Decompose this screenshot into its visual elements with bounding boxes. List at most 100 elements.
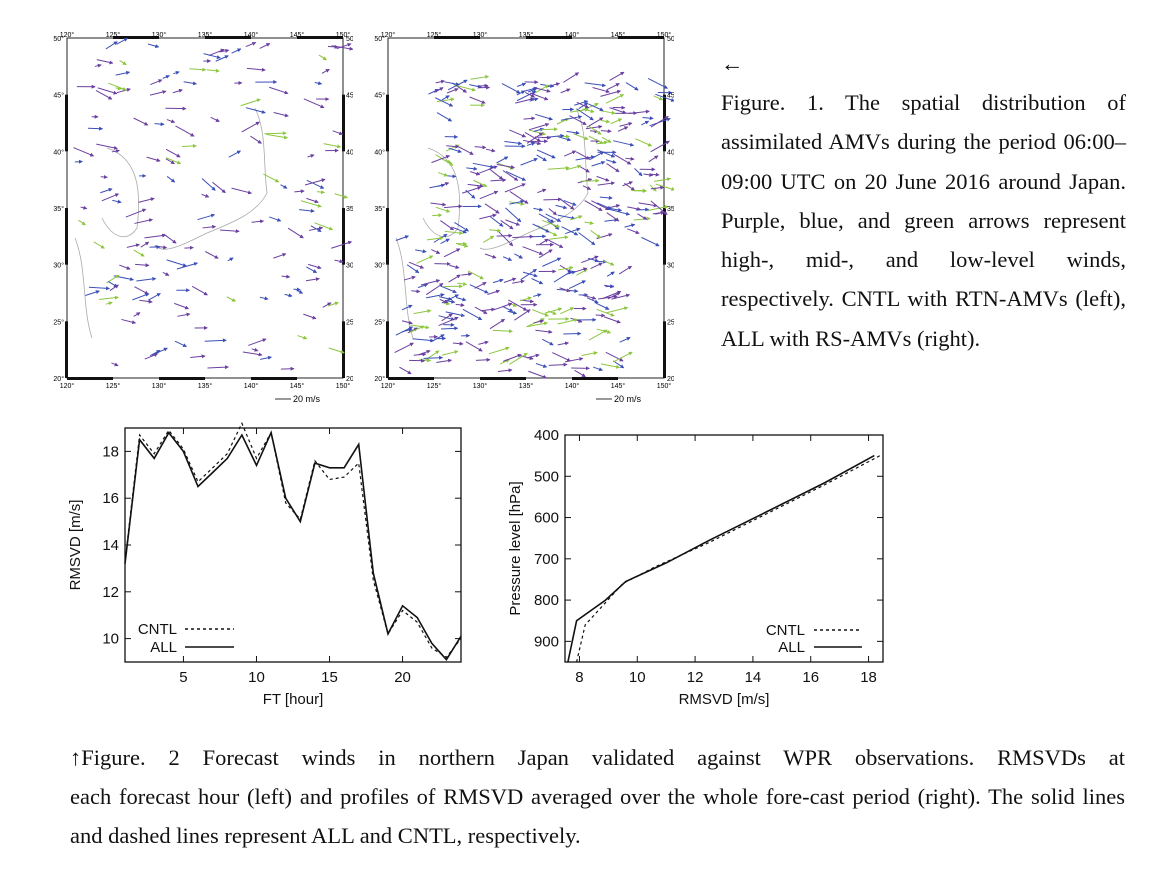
wind-arrow-high [242, 351, 263, 357]
wind-arrow-high [598, 294, 618, 300]
wind-arrow-high [251, 347, 259, 352]
wind-arrow-high [111, 362, 119, 367]
map-border-bar [65, 94, 68, 152]
wind-arrow-high [627, 228, 640, 235]
wind-arrow-high [533, 319, 545, 324]
map-border-bar [480, 377, 526, 380]
wind-arrow-mid [541, 338, 554, 346]
wind-arrow-mid [502, 256, 513, 261]
wind-arrow-mid [635, 207, 650, 212]
wind-arrow-low [590, 229, 602, 239]
wind-arrow-low [435, 154, 454, 166]
wind-arrow-high [580, 166, 590, 173]
wind-arrow-mid [417, 283, 429, 289]
map-left-figure: 120° 120° 125° 125° 130° 130° 135° 135° 140° 140°… [53, 31, 356, 404]
wind-arrow-high [436, 358, 453, 363]
wind-arrow-low [542, 219, 561, 228]
y-axis-label: Pressure level [hPa] [507, 481, 524, 615]
lon-tick-top: 145° [611, 31, 626, 39]
wind-arrow-low [108, 82, 127, 91]
wind-arrow-high [605, 351, 624, 362]
wind-arrow-mid [557, 214, 576, 220]
wind-arrow-high [537, 188, 547, 194]
lon-tick-top: 150° [657, 31, 672, 39]
wind-arrow-high [121, 318, 137, 325]
wind-arrow-mid [595, 302, 610, 310]
wind-arrow-low [596, 308, 615, 317]
wind-arrow-low [457, 281, 468, 286]
wind-arrow-high [190, 354, 206, 359]
wind-arrow-mid [299, 208, 315, 213]
wind-arrow-low [492, 329, 513, 334]
wind-arrow-low [635, 138, 653, 147]
lat-tick-right: 45° [667, 92, 674, 100]
wind-arrow-mid [566, 130, 580, 135]
wind-arrow-high [146, 156, 161, 162]
series-line-all [567, 454, 875, 663]
wind-arrow-mid [575, 155, 596, 161]
wind-arrow-mid [535, 113, 553, 121]
wind-arrow-mid [174, 340, 187, 348]
wind-arrow-low [535, 84, 549, 94]
wind-arrow-high [648, 155, 659, 163]
wind-arrow-low [509, 352, 528, 365]
wind-arrow-high [305, 277, 320, 282]
wind-arrow-high [144, 233, 167, 239]
lat-tick-left: 35° [53, 205, 64, 213]
wind-arrow-high [430, 202, 447, 207]
wind-arrow-high [497, 368, 513, 373]
wind-arrow-low [438, 172, 449, 177]
lon-tick-top: 150° [336, 31, 351, 39]
wind-arrow-mid [448, 147, 462, 153]
wind-arrow-mid [440, 238, 450, 244]
wind-arrow-high [231, 187, 253, 195]
wind-arrow-low [115, 86, 122, 91]
lat-tick-left: 50° [53, 35, 64, 43]
wind-arrow-low [323, 143, 342, 149]
wind-arrow-high [479, 190, 499, 200]
wind-arrow-high [490, 178, 507, 183]
wind-arrow-low [470, 74, 490, 80]
wind-arrow-high [166, 119, 176, 124]
lat-tick-right: 35° [667, 205, 674, 213]
wind-arrow-mid [555, 204, 568, 210]
wind-arrow-high [487, 289, 501, 295]
wind-arrow-high [574, 267, 588, 273]
wind-arrow-high [184, 245, 194, 250]
wind-arrow-high [522, 246, 544, 255]
wind-arrow-high [208, 48, 225, 57]
lat-tick-left: 25° [374, 318, 385, 326]
wind-arrow-high [97, 87, 118, 95]
lat-tick-right: 25° [667, 318, 674, 326]
wind-arrow-low [240, 98, 261, 107]
wind-arrow-low [189, 67, 207, 72]
wind-arrow-high [508, 299, 528, 311]
wind-arrow-mid [492, 278, 504, 284]
lat-tick-right: 50° [667, 35, 674, 43]
lat-tick-right: 50° [346, 35, 353, 43]
wind-arrow-low [500, 359, 510, 365]
wind-arrow-low [482, 235, 495, 243]
wind-arrow-high [165, 148, 181, 158]
map-border-bar [205, 36, 251, 39]
wind-arrow-high [207, 365, 229, 370]
map-border-bar [65, 208, 68, 265]
y-tick-label: 12 [102, 584, 119, 601]
wind-arrow-high [455, 303, 465, 307]
wind-arrow-mid [87, 126, 104, 131]
wind-arrow-low [467, 270, 484, 280]
wind-arrow-high [595, 313, 606, 318]
wind-arrow-mid [613, 140, 635, 147]
wind-arrow-mid [436, 112, 453, 122]
lon-tick-bottom: 120° [381, 382, 396, 390]
wind-arrow-mid [587, 257, 600, 263]
wind-arrow-mid [454, 221, 470, 232]
wind-arrow-high [524, 132, 542, 142]
wind-arrow-mid [441, 326, 459, 331]
wind-arrow-mid [531, 278, 544, 285]
wind-arrow-mid [105, 41, 118, 50]
wind-arrow-mid [112, 199, 122, 204]
wind-arrow-high [448, 274, 461, 283]
wind-arrow-low [264, 131, 287, 136]
lon-tick-top: 125° [427, 31, 442, 39]
